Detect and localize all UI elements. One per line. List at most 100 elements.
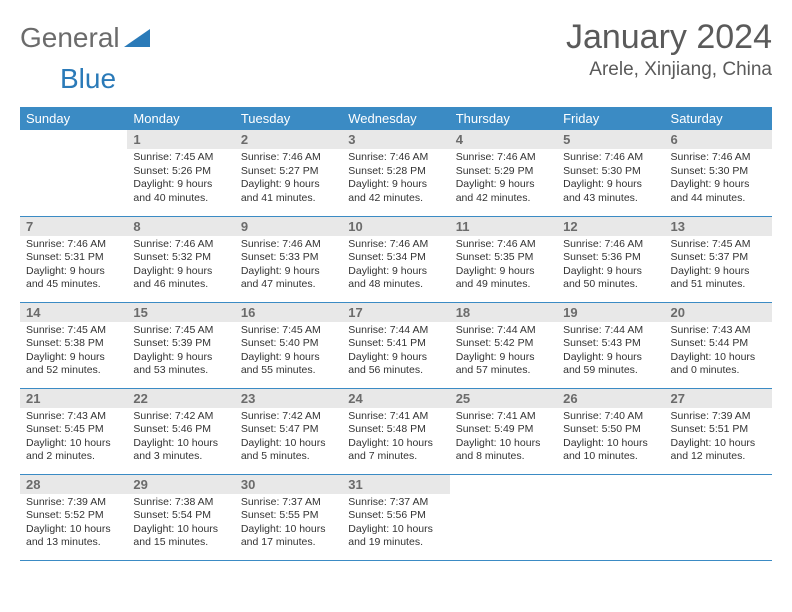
day-details: Sunrise: 7:46 AMSunset: 5:33 PMDaylight:… (235, 236, 342, 297)
day-number: 30 (235, 475, 342, 494)
calendar-cell: 20Sunrise: 7:43 AMSunset: 5:44 PMDayligh… (665, 302, 772, 388)
day-details: Sunrise: 7:39 AMSunset: 5:52 PMDaylight:… (20, 494, 127, 555)
calendar-cell: 30Sunrise: 7:37 AMSunset: 5:55 PMDayligh… (235, 474, 342, 560)
day-details: Sunrise: 7:44 AMSunset: 5:42 PMDaylight:… (450, 322, 557, 383)
day-details: Sunrise: 7:46 AMSunset: 5:28 PMDaylight:… (342, 149, 449, 210)
day-details: Sunrise: 7:45 AMSunset: 5:38 PMDaylight:… (20, 322, 127, 383)
weekday-friday: Friday (557, 107, 664, 130)
day-details: Sunrise: 7:46 AMSunset: 5:30 PMDaylight:… (665, 149, 772, 210)
day-details: Sunrise: 7:41 AMSunset: 5:48 PMDaylight:… (342, 408, 449, 469)
calendar-cell (20, 130, 127, 216)
calendar-cell: 25Sunrise: 7:41 AMSunset: 5:49 PMDayligh… (450, 388, 557, 474)
calendar-row: 21Sunrise: 7:43 AMSunset: 5:45 PMDayligh… (20, 388, 772, 474)
calendar-cell: 8Sunrise: 7:46 AMSunset: 5:32 PMDaylight… (127, 216, 234, 302)
day-number: 21 (20, 389, 127, 408)
page-title: January 2024 (566, 18, 772, 57)
weekday-thursday: Thursday (450, 107, 557, 130)
day-details: Sunrise: 7:46 AMSunset: 5:30 PMDaylight:… (557, 149, 664, 210)
day-details: Sunrise: 7:42 AMSunset: 5:47 PMDaylight:… (235, 408, 342, 469)
day-number: 2 (235, 130, 342, 149)
calendar-cell: 2Sunrise: 7:46 AMSunset: 5:27 PMDaylight… (235, 130, 342, 216)
calendar-cell: 19Sunrise: 7:44 AMSunset: 5:43 PMDayligh… (557, 302, 664, 388)
calendar-cell: 13Sunrise: 7:45 AMSunset: 5:37 PMDayligh… (665, 216, 772, 302)
day-number: 3 (342, 130, 449, 149)
day-number: 6 (665, 130, 772, 149)
calendar-cell: 5Sunrise: 7:46 AMSunset: 5:30 PMDaylight… (557, 130, 664, 216)
day-number: 5 (557, 130, 664, 149)
day-number: 22 (127, 389, 234, 408)
calendar-cell: 11Sunrise: 7:46 AMSunset: 5:35 PMDayligh… (450, 216, 557, 302)
day-details: Sunrise: 7:41 AMSunset: 5:49 PMDaylight:… (450, 408, 557, 469)
day-details: Sunrise: 7:42 AMSunset: 5:46 PMDaylight:… (127, 408, 234, 469)
calendar-table: Sunday Monday Tuesday Wednesday Thursday… (20, 107, 772, 561)
calendar-cell: 27Sunrise: 7:39 AMSunset: 5:51 PMDayligh… (665, 388, 772, 474)
calendar-cell: 3Sunrise: 7:46 AMSunset: 5:28 PMDaylight… (342, 130, 449, 216)
day-details: Sunrise: 7:45 AMSunset: 5:26 PMDaylight:… (127, 149, 234, 210)
calendar-row: 7Sunrise: 7:46 AMSunset: 5:31 PMDaylight… (20, 216, 772, 302)
day-details: Sunrise: 7:45 AMSunset: 5:40 PMDaylight:… (235, 322, 342, 383)
calendar-row: 28Sunrise: 7:39 AMSunset: 5:52 PMDayligh… (20, 474, 772, 560)
calendar-cell: 9Sunrise: 7:46 AMSunset: 5:33 PMDaylight… (235, 216, 342, 302)
calendar-cell: 7Sunrise: 7:46 AMSunset: 5:31 PMDaylight… (20, 216, 127, 302)
day-details: Sunrise: 7:46 AMSunset: 5:34 PMDaylight:… (342, 236, 449, 297)
day-number: 7 (20, 217, 127, 236)
weekday-header-row: Sunday Monday Tuesday Wednesday Thursday… (20, 107, 772, 130)
calendar-cell: 15Sunrise: 7:45 AMSunset: 5:39 PMDayligh… (127, 302, 234, 388)
day-details: Sunrise: 7:46 AMSunset: 5:35 PMDaylight:… (450, 236, 557, 297)
day-details: Sunrise: 7:46 AMSunset: 5:36 PMDaylight:… (557, 236, 664, 297)
day-details: Sunrise: 7:37 AMSunset: 5:55 PMDaylight:… (235, 494, 342, 555)
calendar-row: 1Sunrise: 7:45 AMSunset: 5:26 PMDaylight… (20, 130, 772, 216)
day-number: 12 (557, 217, 664, 236)
day-number: 1 (127, 130, 234, 149)
weekday-saturday: Saturday (665, 107, 772, 130)
day-details: Sunrise: 7:40 AMSunset: 5:50 PMDaylight:… (557, 408, 664, 469)
calendar-cell: 10Sunrise: 7:46 AMSunset: 5:34 PMDayligh… (342, 216, 449, 302)
day-number: 26 (557, 389, 664, 408)
day-details: Sunrise: 7:44 AMSunset: 5:43 PMDaylight:… (557, 322, 664, 383)
day-number: 29 (127, 475, 234, 494)
day-number: 24 (342, 389, 449, 408)
day-details: Sunrise: 7:46 AMSunset: 5:29 PMDaylight:… (450, 149, 557, 210)
weekday-sunday: Sunday (20, 107, 127, 130)
day-number: 9 (235, 217, 342, 236)
day-details: Sunrise: 7:43 AMSunset: 5:45 PMDaylight:… (20, 408, 127, 469)
day-details: Sunrise: 7:43 AMSunset: 5:44 PMDaylight:… (665, 322, 772, 383)
day-number: 11 (450, 217, 557, 236)
weekday-monday: Monday (127, 107, 234, 130)
calendar-cell: 29Sunrise: 7:38 AMSunset: 5:54 PMDayligh… (127, 474, 234, 560)
calendar-cell: 28Sunrise: 7:39 AMSunset: 5:52 PMDayligh… (20, 474, 127, 560)
calendar-cell: 31Sunrise: 7:37 AMSunset: 5:56 PMDayligh… (342, 474, 449, 560)
day-number: 23 (235, 389, 342, 408)
calendar-cell (557, 474, 664, 560)
calendar-cell: 12Sunrise: 7:46 AMSunset: 5:36 PMDayligh… (557, 216, 664, 302)
day-number: 19 (557, 303, 664, 322)
calendar-cell: 6Sunrise: 7:46 AMSunset: 5:30 PMDaylight… (665, 130, 772, 216)
calendar-row: 14Sunrise: 7:45 AMSunset: 5:38 PMDayligh… (20, 302, 772, 388)
day-number: 16 (235, 303, 342, 322)
day-details: Sunrise: 7:46 AMSunset: 5:31 PMDaylight:… (20, 236, 127, 297)
day-details: Sunrise: 7:37 AMSunset: 5:56 PMDaylight:… (342, 494, 449, 555)
day-details: Sunrise: 7:45 AMSunset: 5:39 PMDaylight:… (127, 322, 234, 383)
day-number: 14 (20, 303, 127, 322)
calendar-cell: 4Sunrise: 7:46 AMSunset: 5:29 PMDaylight… (450, 130, 557, 216)
day-number: 8 (127, 217, 234, 236)
logo-triangle-icon (124, 22, 150, 54)
day-details: Sunrise: 7:38 AMSunset: 5:54 PMDaylight:… (127, 494, 234, 555)
calendar-cell: 24Sunrise: 7:41 AMSunset: 5:48 PMDayligh… (342, 388, 449, 474)
logo-text-blue: Blue (20, 63, 116, 94)
calendar-cell: 16Sunrise: 7:45 AMSunset: 5:40 PMDayligh… (235, 302, 342, 388)
logo-text-general: General (20, 22, 120, 54)
day-details: Sunrise: 7:44 AMSunset: 5:41 PMDaylight:… (342, 322, 449, 383)
day-number: 27 (665, 389, 772, 408)
day-number: 28 (20, 475, 127, 494)
day-details: Sunrise: 7:46 AMSunset: 5:32 PMDaylight:… (127, 236, 234, 297)
day-number: 25 (450, 389, 557, 408)
day-number: 20 (665, 303, 772, 322)
day-number: 31 (342, 475, 449, 494)
calendar-cell (450, 474, 557, 560)
calendar-cell: 1Sunrise: 7:45 AMSunset: 5:26 PMDaylight… (127, 130, 234, 216)
day-number: 15 (127, 303, 234, 322)
logo: General (20, 18, 150, 54)
weekday-tuesday: Tuesday (235, 107, 342, 130)
day-number: 4 (450, 130, 557, 149)
